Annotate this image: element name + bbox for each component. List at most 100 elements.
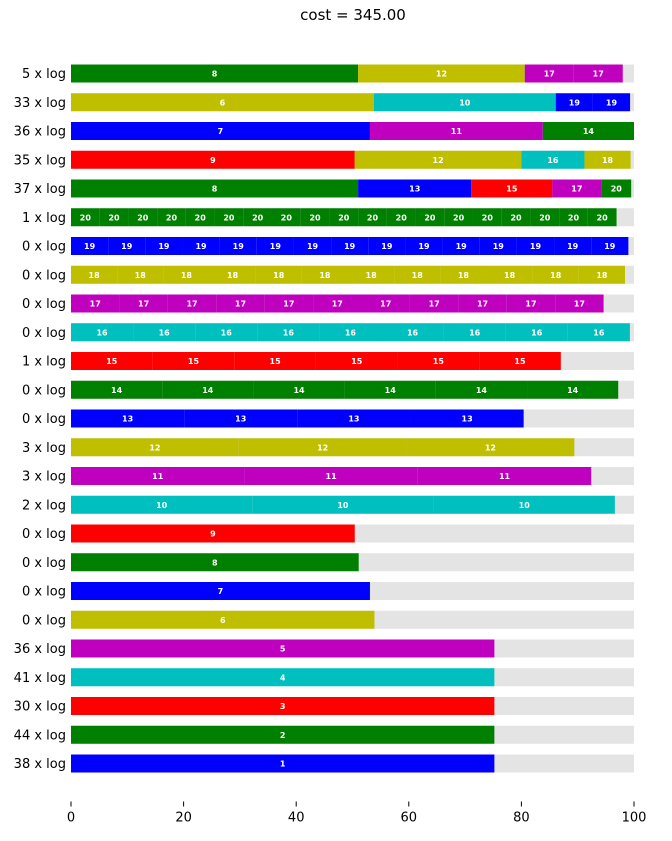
segment-label: 19 [493, 242, 505, 251]
bar-segment [71, 438, 239, 457]
row-label: 0 x log [22, 613, 66, 628]
segment-label: 14 [567, 386, 579, 395]
bar-segment [182, 237, 220, 255]
bar-segment [405, 237, 443, 255]
bar-segment [128, 208, 158, 227]
bar-segment [313, 294, 362, 313]
segment-label: 1 [280, 760, 286, 769]
bar-segment [554, 237, 592, 255]
bar-segment [506, 294, 556, 313]
bar-segment [108, 237, 146, 255]
segment-label: 10 [337, 501, 349, 510]
bar-row: 0 x log 7 [22, 582, 634, 600]
bar-segment [410, 409, 524, 428]
bar-segment [214, 208, 244, 227]
bar-row: 33 x log 6 10 19 19 [14, 93, 634, 112]
bar-segment [530, 208, 560, 227]
segment-label: 14 [202, 386, 214, 395]
segment-label: 20 [137, 213, 149, 222]
row-label: 1 x log [22, 211, 66, 226]
segment-label: 17 [544, 70, 555, 79]
segment-label: 9 [210, 156, 216, 165]
row-label: 36 x log [14, 642, 66, 657]
bar-segment [386, 208, 416, 227]
bar-segment [347, 265, 395, 284]
bar-segment [578, 265, 625, 284]
segment-label: 19 [158, 242, 170, 251]
bar-segment [592, 93, 631, 112]
bar-row: 0 x log 17 17 17 17 17 17 17 17 17 17 17 [22, 294, 634, 313]
bar-segment [71, 495, 253, 514]
bar-segment [440, 265, 487, 284]
bar-segment [479, 237, 517, 255]
segment-label: 18 [181, 271, 193, 280]
bar-segment [157, 208, 186, 227]
segment-label: 20 [80, 213, 92, 222]
bar-segment [184, 409, 298, 428]
bar-segment [71, 697, 495, 715]
segment-label: 19 [233, 242, 245, 251]
bar-segment [71, 582, 370, 600]
segment-label: 18 [319, 271, 331, 280]
segment-label: 14 [476, 386, 488, 395]
x-tick-label: 100 [622, 811, 647, 826]
bar-segment [300, 208, 330, 227]
segment-label: 19 [530, 242, 542, 251]
segment-label: 19 [569, 98, 581, 107]
bar-segment [71, 754, 495, 773]
bar-segment [501, 208, 531, 227]
segment-label: 20 [510, 213, 522, 222]
bar-segment [381, 323, 444, 342]
segment-label: 8 [212, 558, 218, 567]
x-tick-label: 0 [67, 811, 75, 826]
row-label: 0 x log [22, 240, 66, 255]
segment-label: 20 [396, 213, 408, 222]
bar-segment [119, 294, 168, 313]
segment-label: 14 [583, 127, 595, 136]
bar-segment [555, 93, 593, 112]
bar-segment [71, 409, 185, 428]
bar-row: 30 x log 3 [14, 697, 634, 715]
bar-row: 35 x log 9 12 16 18 [14, 150, 634, 169]
segment-label: 13 [235, 415, 246, 424]
row-label: 2 x log [22, 498, 66, 513]
segment-label: 16 [547, 156, 559, 165]
bar-row: 41 x log 4 [14, 668, 634, 687]
segment-label: 20 [424, 213, 436, 222]
segment-label: 16 [469, 328, 481, 337]
bar-segment [99, 208, 129, 227]
bar-segment [71, 467, 245, 485]
segment-label: 8 [212, 70, 218, 79]
bar-segment [329, 208, 359, 227]
bar-segment [71, 294, 120, 313]
bar-segment [358, 64, 525, 83]
bar-segment [397, 352, 480, 370]
bar-segment [358, 179, 472, 198]
bar-segment [244, 467, 418, 485]
bar-segment [527, 380, 619, 399]
segment-label: 20 [367, 213, 379, 222]
bar-segment [315, 352, 398, 370]
bar-segment [71, 93, 374, 112]
bar-segment [264, 294, 314, 313]
bar-row: 3 x log 11 11 11 [22, 467, 634, 485]
chart-title: cost = 345.00 [300, 6, 406, 24]
row-label: 0 x log [22, 585, 66, 600]
bar-row: 36 x log 7 11 14 [14, 122, 634, 140]
segment-label: 17 [90, 300, 101, 309]
bar-segment [71, 323, 134, 342]
bar-segment [443, 323, 506, 342]
segment-label: 19 [195, 242, 207, 251]
segment-label: 7 [218, 587, 224, 596]
segment-label: 20 [281, 213, 293, 222]
bar-row: 36 x log 5 [14, 639, 634, 658]
segment-label: 14 [385, 386, 397, 395]
segment-label: 5 [280, 645, 286, 654]
segment-label: 13 [409, 185, 420, 194]
bar-segment [394, 265, 441, 284]
segment-label: 20 [309, 213, 321, 222]
segment-label: 18 [504, 271, 516, 280]
segment-label: 17 [525, 300, 536, 309]
bar-segment [319, 323, 382, 342]
segment-label: 19 [307, 242, 319, 251]
